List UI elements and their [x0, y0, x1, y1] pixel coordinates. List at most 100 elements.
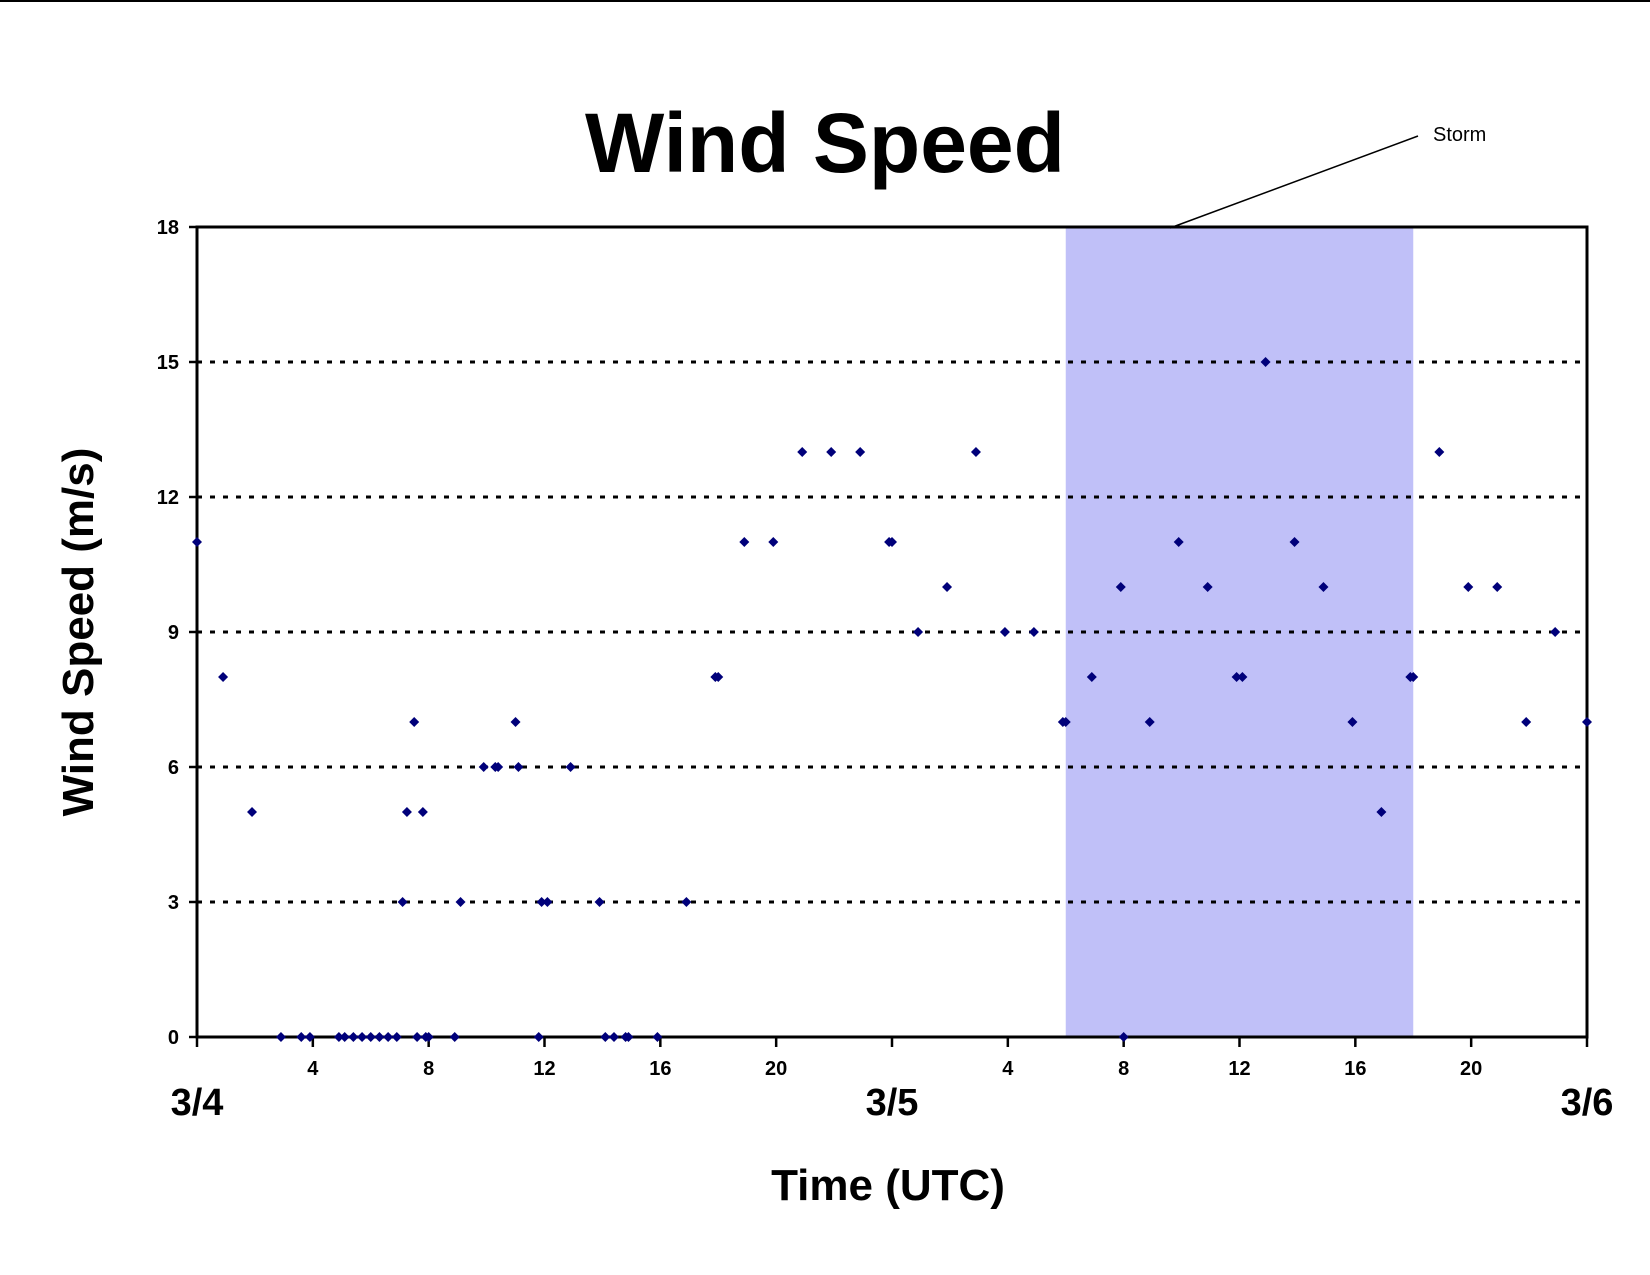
data-point-28: [533, 1032, 544, 1042]
date-label-2: 3/6: [1561, 1082, 1614, 1124]
x-tick-label-5: 4: [1002, 1058, 1014, 1080]
data-point-3: [275, 1032, 286, 1042]
gridlines: [197, 360, 1587, 904]
data-point-61: [1231, 672, 1242, 682]
data-point-36: [623, 1032, 634, 1042]
x-tick-label-1: 8: [423, 1058, 434, 1080]
x-tick-label-0: 4: [307, 1058, 319, 1080]
y-axis-title: Wind Speed (m/s): [54, 448, 103, 817]
x-tick-label-9: 20: [1460, 1058, 1482, 1080]
data-point-31: [565, 762, 576, 772]
data-point-54: [1060, 717, 1071, 727]
data-point-56: [1115, 582, 1126, 592]
data-point-37: [652, 1032, 663, 1042]
data-point-9: [357, 1032, 368, 1042]
data-point-14: [397, 897, 408, 907]
data-point-74: [1550, 627, 1561, 637]
data-point-49: [942, 582, 953, 592]
data-point-23: [478, 762, 489, 772]
data-point-34: [609, 1032, 619, 1042]
data-point-0: [192, 537, 202, 547]
data-point-17: [412, 1032, 423, 1042]
data-point-75: [1582, 717, 1592, 727]
x-tick-label-6: 8: [1118, 1058, 1129, 1080]
data-point-27: [513, 762, 524, 772]
data-point-40: [713, 672, 724, 682]
x-axis-title: Time (UTC): [771, 1161, 1005, 1210]
date-label-0: 3/4: [171, 1082, 224, 1124]
data-point-50: [970, 447, 981, 457]
x-tick-label-2: 12: [533, 1058, 555, 1080]
y-tick-label-18: 18: [157, 217, 179, 239]
data-point-55: [1086, 672, 1097, 682]
y-tick-label-3: 3: [168, 892, 179, 914]
storm-annotation-label: Storm: [1433, 124, 1486, 146]
data-point-41: [739, 537, 750, 547]
data-point-43: [797, 447, 808, 457]
date-label-1: 3/5: [866, 1082, 919, 1124]
data-point-11: [374, 1032, 385, 1042]
y-tick-label-6: 6: [168, 757, 179, 779]
data-point-63: [1260, 357, 1271, 367]
data-point-48: [913, 627, 924, 637]
data-point-22: [455, 897, 466, 907]
data-point-67: [1376, 807, 1387, 817]
data-point-15: [401, 807, 412, 817]
data-point-47: [887, 537, 897, 547]
data-point-32: [594, 897, 605, 907]
data-point-60: [1202, 582, 1213, 592]
data-point-38: [681, 897, 692, 907]
x-tick-label-4: 20: [765, 1058, 787, 1080]
data-point-10: [365, 1032, 376, 1042]
x-tick-label-3: 16: [649, 1058, 671, 1080]
data-point-13: [391, 1032, 402, 1042]
data-point-33: [600, 1032, 611, 1042]
top-border-line: [0, 0, 1650, 2]
y-tick-label-9: 9: [168, 622, 179, 644]
data-point-30: [542, 897, 553, 907]
data-points: [192, 357, 1592, 1042]
y-tick-label-12: 12: [157, 487, 179, 509]
x-axis-ticks: 4 8 12 16 20 4 8 12 16 20 3/4 3/5 3/6: [171, 1037, 1614, 1124]
data-point-72: [1492, 582, 1503, 592]
data-point-71: [1463, 582, 1474, 592]
data-point-44: [826, 447, 837, 457]
data-point-42: [768, 537, 779, 547]
data-point-73: [1521, 717, 1532, 727]
data-point-20: [423, 1032, 434, 1042]
data-point-52: [1028, 627, 1039, 637]
data-point-45: [855, 447, 866, 457]
x-tick-label-7: 12: [1228, 1058, 1250, 1080]
data-point-18: [417, 807, 428, 817]
data-point-65: [1318, 582, 1329, 592]
data-point-64: [1289, 537, 1300, 547]
x-tick-label-8: 16: [1344, 1058, 1366, 1080]
data-point-66: [1347, 717, 1358, 727]
y-axis-ticks: 0 3 6 9 12 15 18: [157, 217, 197, 1049]
data-point-2: [247, 807, 258, 817]
data-point-57: [1118, 1032, 1129, 1042]
data-point-59: [1173, 537, 1184, 547]
storm-annotation-leader-line: [1169, 135, 1419, 229]
y-tick-label-0: 0: [168, 1027, 179, 1049]
data-point-62: [1237, 672, 1248, 682]
data-point-25: [493, 762, 504, 772]
data-point-69: [1408, 672, 1419, 682]
data-point-26: [510, 717, 521, 727]
data-point-16: [409, 717, 420, 727]
data-point-6: [333, 1032, 344, 1042]
data-point-4: [296, 1032, 307, 1042]
data-point-1: [218, 672, 229, 682]
data-point-5: [304, 1032, 315, 1042]
data-point-70: [1434, 447, 1445, 457]
data-point-12: [383, 1032, 394, 1042]
data-point-7: [339, 1032, 350, 1042]
chart-title: Wind Speed: [585, 96, 1065, 190]
y-tick-label-15: 15: [157, 352, 179, 374]
data-point-8: [348, 1032, 359, 1042]
data-point-51: [999, 627, 1010, 637]
data-point-58: [1144, 717, 1155, 727]
data-point-21: [449, 1032, 460, 1042]
data-point-29: [536, 897, 547, 907]
